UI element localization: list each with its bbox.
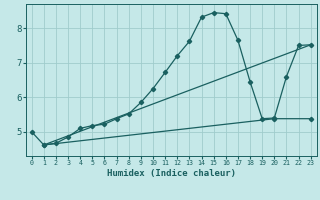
X-axis label: Humidex (Indice chaleur): Humidex (Indice chaleur) bbox=[107, 169, 236, 178]
